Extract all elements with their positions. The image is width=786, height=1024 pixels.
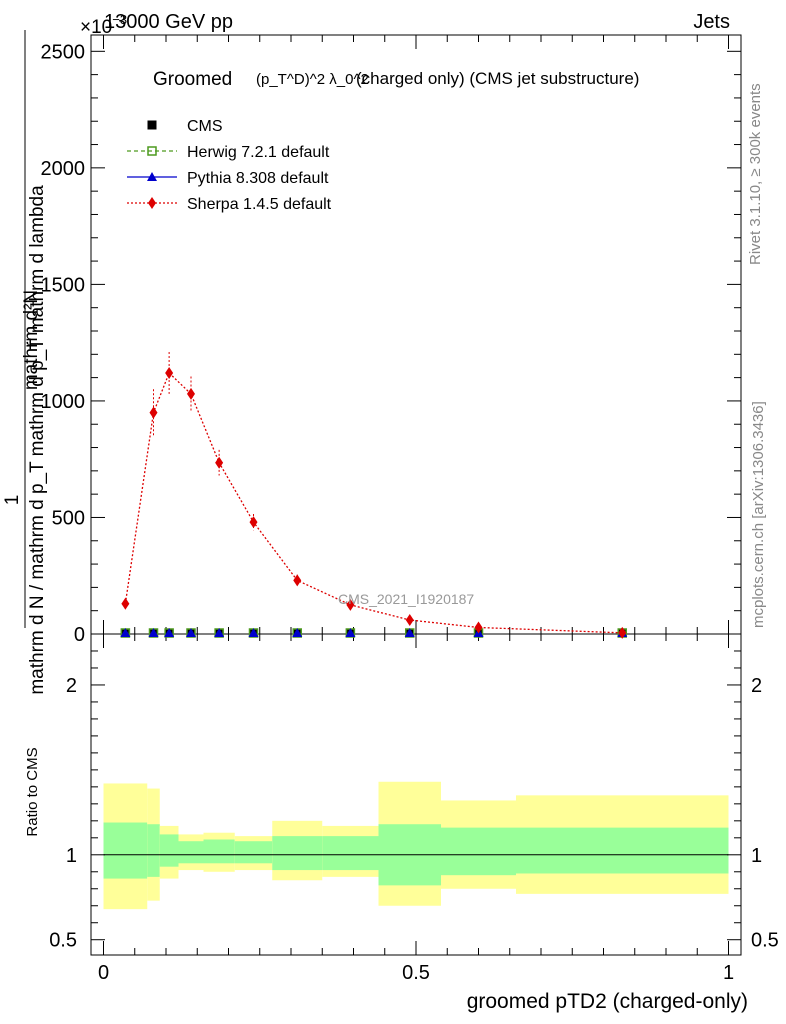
legend-label: Sherpa 1.4.5 default bbox=[187, 196, 332, 213]
plot-title-math: (p_T^D)^2 λ_0^2 bbox=[256, 71, 369, 88]
legend-marker bbox=[148, 197, 156, 209]
ratio-inner-band bbox=[234, 841, 273, 864]
mcplots-label: mcplots.cern.ch [arXiv:1306.3436] bbox=[750, 401, 767, 628]
ratio-inner-band bbox=[441, 827, 516, 876]
rivet-version-label: Rivet 3.1.10, ≥ 300k events bbox=[747, 83, 764, 265]
sherpa-point bbox=[405, 614, 414, 627]
legend-entry: Pythia 8.308 default bbox=[127, 170, 329, 187]
main-series bbox=[120, 351, 628, 639]
legend-marker bbox=[147, 120, 157, 130]
sherpa-point bbox=[618, 626, 627, 639]
y-exponent-multiplier: ×10−3 bbox=[80, 12, 127, 38]
ratio-inner-band bbox=[178, 841, 204, 864]
legend-label: Herwig 7.2.1 default bbox=[187, 144, 330, 161]
y-label-numerator: mathrm d²N bbox=[21, 290, 42, 390]
ratio-bands bbox=[103, 781, 729, 910]
legend-entry: Sherpa 1.4.5 default bbox=[127, 196, 332, 213]
sherpa-point bbox=[149, 406, 158, 419]
sherpa-point bbox=[474, 621, 483, 634]
ratio-inner-band bbox=[272, 836, 323, 871]
legend-entry: CMS bbox=[147, 118, 223, 135]
plot-title-prefix: Groomed bbox=[153, 69, 232, 90]
header-left: 13000 GeV pp bbox=[104, 11, 233, 33]
ratio-y-axis-label: Ratio to CMS bbox=[24, 747, 41, 836]
ratio-inner-band bbox=[322, 836, 379, 871]
legend-marker bbox=[147, 146, 157, 156]
sherpa-point bbox=[187, 387, 195, 400]
data-point-triangle bbox=[186, 628, 196, 637]
data-point-triangle bbox=[292, 628, 303, 637]
y-exponent-power: −3 bbox=[112, 12, 127, 27]
y-label-one: 1 bbox=[2, 495, 23, 506]
data-point-triangle bbox=[120, 628, 131, 637]
main-y-tick-label: 2000 bbox=[41, 158, 86, 180]
ratio-axes: 0 0.5 1 0.5 0.5 1 1 2 2 bbox=[49, 634, 779, 984]
sherpa-point bbox=[215, 456, 224, 469]
x-tick-label: 1 bbox=[723, 962, 734, 984]
legend-marker bbox=[147, 172, 157, 181]
y-exponent-base: ×10 bbox=[80, 17, 112, 38]
ratio-y-tick-label: 0.5 bbox=[49, 930, 77, 952]
main-y-tick-label: 1500 bbox=[41, 274, 86, 296]
sherpa-point bbox=[165, 366, 174, 379]
legend-label: CMS bbox=[187, 118, 223, 135]
ratio-y-tick-label-right: 1 bbox=[751, 845, 762, 867]
x-tick-label: 0 bbox=[98, 962, 109, 984]
data-point-triangle bbox=[345, 628, 356, 637]
main-y-tick-label: 2500 bbox=[41, 41, 86, 63]
legend-label: Pythia 8.308 default bbox=[187, 170, 329, 187]
analysis-watermark: CMS_2021_I1920187 bbox=[338, 591, 474, 607]
sherpa-point bbox=[249, 516, 258, 529]
data-point-triangle bbox=[404, 628, 415, 637]
ratio-y-tick-label-right: 2 bbox=[751, 675, 762, 697]
header-right: Jets bbox=[693, 11, 730, 33]
main-y-tick-label: 0 bbox=[74, 624, 85, 646]
ratio-y-tick-label: 2 bbox=[66, 675, 77, 697]
data-point-triangle bbox=[248, 628, 259, 637]
ratio-inner-band bbox=[147, 824, 160, 877]
y-label-denominator: mathrm d N / mathrm d p_T mathrm d p_T m… bbox=[27, 185, 48, 695]
main-y-axis-label-fraction: mathrm d²N bbox=[21, 290, 42, 390]
sherpa-point bbox=[346, 598, 355, 611]
main-y-tick-label: 500 bbox=[52, 507, 85, 529]
legend: CMS Herwig 7.2.1 default Pythia 8.308 defa… bbox=[127, 118, 332, 213]
plot-title-suffix: (charged only) (CMS jet substructure) bbox=[356, 69, 639, 88]
sherpa-point bbox=[293, 574, 302, 587]
ratio-inner-band bbox=[159, 834, 179, 867]
ratio-inner-band bbox=[203, 839, 235, 864]
main-axes: 0 500 1000 1500 2000 2500 bbox=[41, 35, 741, 646]
main-y-tick-label: 1000 bbox=[41, 391, 86, 413]
legend-entry: Herwig 7.2.1 default bbox=[127, 144, 330, 161]
ratio-y-tick-label: 1 bbox=[66, 845, 77, 867]
ratio-inner-band bbox=[516, 827, 729, 874]
data-point-triangle bbox=[214, 628, 225, 637]
data-point-triangle bbox=[164, 628, 175, 637]
data-point-triangle bbox=[148, 628, 159, 637]
x-tick-label: 0.5 bbox=[402, 962, 430, 984]
x-axis-label: groomed pTD2 (charged-only) bbox=[467, 990, 748, 1013]
sherpa-point bbox=[121, 597, 130, 610]
ratio-y-tick-label-right: 0.5 bbox=[751, 930, 779, 952]
ratio-inner-band bbox=[103, 822, 148, 879]
